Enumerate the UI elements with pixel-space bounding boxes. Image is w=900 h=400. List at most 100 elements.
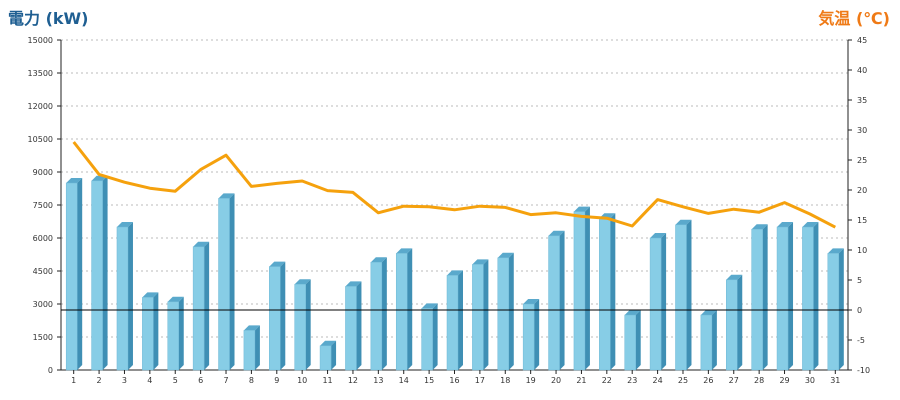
bar-top — [396, 248, 413, 254]
bar-side — [686, 219, 692, 370]
x-tick-label: 15 — [424, 376, 434, 385]
bar-side — [356, 281, 362, 370]
bar-side — [331, 340, 337, 370]
bar-top — [269, 261, 286, 267]
x-tick-label: 27 — [729, 376, 739, 385]
x-tick-label: 28 — [754, 376, 764, 385]
x-tick-label: 4 — [147, 376, 152, 385]
bar — [395, 253, 408, 371]
bar-top — [624, 310, 641, 315]
x-tick-label: 30 — [805, 376, 815, 385]
bar-side — [534, 299, 540, 370]
x-tick-label: 29 — [779, 376, 789, 385]
bar-top — [66, 178, 83, 183]
x-tick-label: 9 — [274, 376, 279, 385]
bar-side — [508, 252, 514, 370]
bar-top — [523, 299, 540, 304]
left-tick-label: 0 — [48, 366, 53, 375]
right-tick-label: 45 — [857, 36, 867, 45]
bar — [167, 301, 179, 371]
left-tick-label: 12000 — [28, 102, 53, 111]
x-tick-label: 19 — [526, 376, 536, 385]
bar — [65, 182, 78, 371]
bar — [243, 330, 256, 371]
bar-top — [700, 310, 717, 315]
bar-top — [116, 222, 133, 227]
bar — [726, 279, 738, 371]
bar-side — [838, 248, 844, 370]
bar-top — [167, 296, 184, 302]
x-tick-label: 11 — [322, 376, 332, 385]
bar — [294, 283, 306, 371]
bar — [319, 345, 332, 371]
right-tick-label: -10 — [857, 366, 870, 375]
temperature-line — [72, 141, 836, 229]
bar — [192, 246, 205, 371]
bar-top — [243, 325, 260, 331]
left-axis-title: 電力 (kW) — [8, 9, 89, 28]
left-tick-label: 6000 — [33, 234, 53, 243]
left-tick-label: 4500 — [33, 267, 53, 276]
right-tick-label: -5 — [857, 336, 865, 345]
bar-top — [472, 259, 489, 265]
bar-top — [447, 270, 463, 276]
bar — [116, 226, 129, 371]
bar-side — [661, 233, 667, 370]
left-tick-label: 7500 — [33, 201, 53, 210]
bar-side — [127, 222, 133, 370]
x-tick-label: 22 — [602, 376, 612, 385]
left-tick-label: 13500 — [28, 69, 53, 78]
x-tick-label: 24 — [653, 376, 663, 385]
x-tick-label: 1 — [71, 376, 76, 385]
x-tick-label: 10 — [297, 376, 307, 385]
x-tick-label: 3 — [122, 376, 127, 385]
bar-top — [218, 193, 235, 199]
right-tick-label: 15 — [857, 216, 867, 225]
bar — [142, 297, 154, 371]
bar-top — [675, 219, 692, 225]
bar-top — [320, 340, 337, 346]
bar — [802, 226, 814, 371]
bar — [446, 275, 459, 371]
right-tick-label: 30 — [857, 126, 867, 135]
bar — [599, 217, 611, 371]
x-tick-label: 14 — [399, 376, 409, 385]
right-tick-label: 20 — [857, 186, 867, 195]
right-axis-title: 気温 (℃) — [818, 9, 890, 28]
bar — [573, 211, 586, 371]
left-tick-label: 15000 — [28, 36, 53, 45]
right-tick-label: 40 — [857, 66, 867, 75]
bar — [497, 257, 510, 371]
x-tick-label: 18 — [500, 376, 510, 385]
bar — [548, 235, 560, 371]
x-tick-label: 13 — [373, 376, 383, 385]
bar-side — [813, 222, 819, 370]
bar-top — [827, 248, 844, 254]
x-tick-label: 26 — [703, 376, 713, 385]
bar-side — [458, 270, 463, 370]
bar — [522, 303, 535, 371]
bar-side — [483, 259, 489, 370]
bar-top — [650, 233, 667, 238]
bar-top — [573, 206, 590, 212]
bar — [700, 314, 713, 371]
bar-side — [711, 310, 717, 370]
bar-top — [345, 281, 362, 287]
x-tick-label: 8 — [249, 376, 254, 385]
right-tick-label: 25 — [857, 156, 867, 165]
bar-side — [280, 261, 286, 370]
bar-side — [305, 279, 311, 370]
bar-side — [407, 248, 413, 370]
bar — [649, 237, 662, 371]
bar — [751, 228, 763, 371]
right-tick-label: 0 — [857, 306, 862, 315]
bar-side — [178, 296, 184, 370]
x-tick-label: 17 — [475, 376, 485, 385]
bar-side — [559, 230, 565, 370]
right-tick-label: 5 — [857, 276, 862, 285]
bar-top — [142, 292, 159, 298]
bar — [624, 314, 636, 371]
x-tick-label: 6 — [198, 376, 203, 385]
bar-side — [432, 303, 438, 370]
